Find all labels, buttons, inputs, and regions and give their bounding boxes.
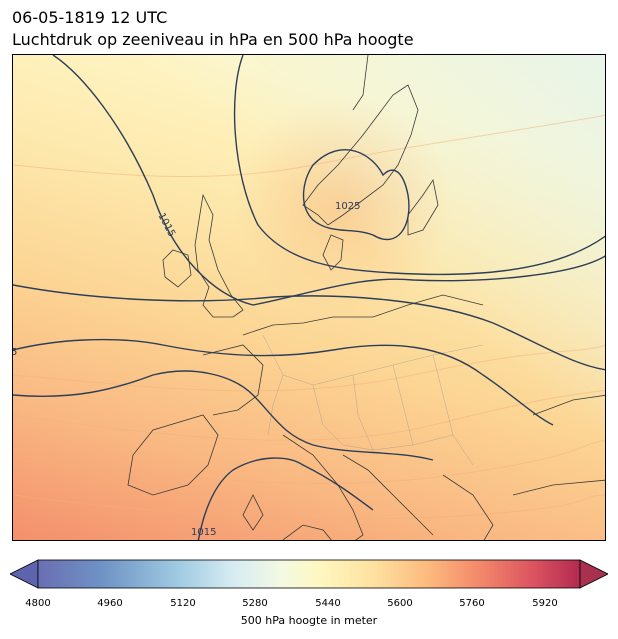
- isobar-south-west: [13, 338, 554, 426]
- colorbar-max-triangle: [579, 559, 608, 589]
- colorbar-gradient: [37, 559, 581, 589]
- colorbar-tick: 5120: [170, 598, 196, 609]
- map-title: Luchtdruk op zeeniveau in hPa en 500 hPa…: [12, 30, 414, 49]
- isobar-label-1015-south: 1015: [191, 527, 216, 538]
- map-timestamp: 06-05-1819 12 UTC: [12, 8, 168, 27]
- colorbar-min-triangle: [10, 559, 39, 589]
- colorbar-tick: 5600: [387, 598, 413, 609]
- isobar-outer-ring: [233, 55, 605, 276]
- colorbar-tick: 5920: [532, 598, 558, 609]
- isobar-label-edge: 5: [13, 347, 17, 358]
- isobars: [13, 55, 605, 540]
- isobar-central: [13, 284, 605, 371]
- coastlines: [127, 55, 605, 540]
- isobar-label-1025: 1025: [335, 201, 360, 212]
- colorbar-label: 500 hPa hoogte in meter: [240, 614, 378, 627]
- colorbar-tick: 5760: [459, 598, 485, 609]
- colorbar-tick: 4960: [97, 598, 123, 609]
- colorbar-tick: 5440: [315, 598, 341, 609]
- isobar-south: [13, 370, 434, 461]
- weather-map: 1015 1025 1015 5: [12, 54, 606, 541]
- colorbar: [10, 559, 608, 589]
- colorbar-tick: 5280: [242, 598, 268, 609]
- colorbar-tick: 4800: [25, 598, 51, 609]
- country-borders: [262, 334, 484, 466]
- isobar-1025: [302, 149, 410, 241]
- isobar-iberia: [197, 457, 374, 540]
- map-canvas: 1015 1025 1015 5: [13, 55, 605, 540]
- isobar-1015-north: [52, 55, 605, 306]
